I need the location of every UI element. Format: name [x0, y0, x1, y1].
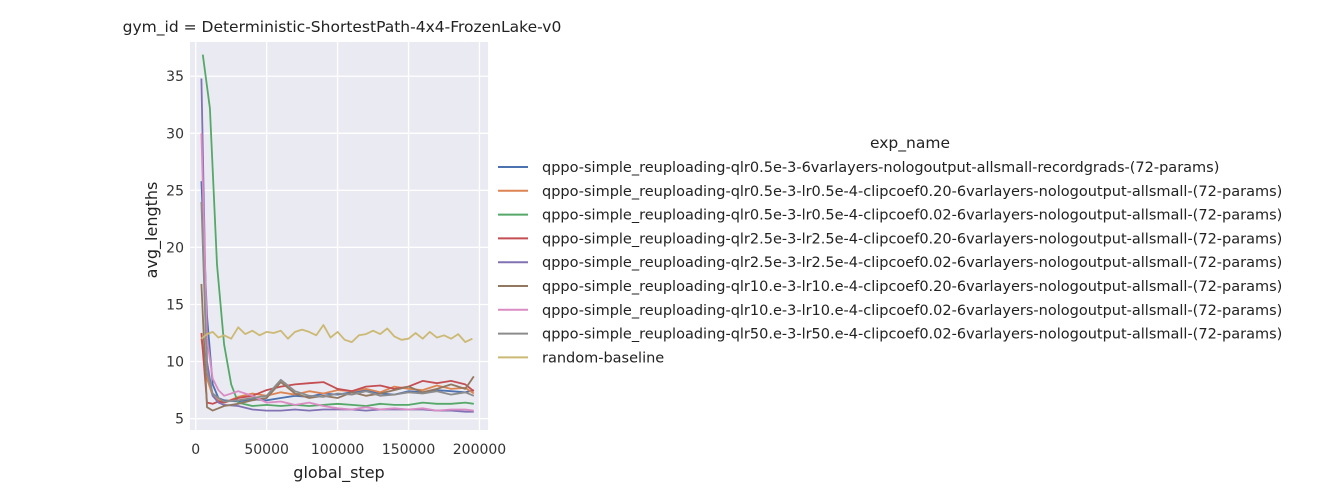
series-line-9	[200, 324, 473, 344]
series-line-4	[200, 332, 475, 405]
legend-label-9: random-baseline	[542, 350, 664, 366]
series-line-7	[200, 133, 474, 412]
x-tick-label: 50000	[244, 442, 289, 458]
y-axis-ticks: 5 10 15 20 25 30 35	[166, 69, 184, 427]
y-tick-label: 35	[166, 69, 184, 85]
x-axis-ticks: 0 50000 100000 150000 200000	[191, 442, 506, 458]
legend-label-2: qppo-simple_reuploading-qlr0.5e-3-lr0.5e…	[542, 184, 1282, 200]
x-tick-label: 0	[191, 442, 200, 458]
legend-title: exp_name	[870, 134, 950, 153]
x-axis-label: global_step	[293, 463, 384, 483]
x-tick-label: 100000	[311, 442, 364, 458]
series-lines	[200, 54, 475, 413]
x-tick-label: 200000	[453, 442, 506, 458]
series-line-6	[200, 283, 475, 412]
y-tick-label: 20	[166, 240, 184, 256]
legend-label-1: qppo-simple_reuploading-qlr0.5e-3-6varla…	[542, 160, 1219, 176]
legend-label-7: qppo-simple_reuploading-qlr10.e-3-lr10.e…	[542, 303, 1282, 319]
legend-label-6: qppo-simple_reuploading-qlr10.e-3-lr10.e…	[542, 279, 1282, 295]
legend-label-5: qppo-simple_reuploading-qlr2.5e-3-lr2.5e…	[542, 255, 1282, 271]
y-axis-label: avg_lengths	[142, 182, 162, 279]
series-line-3	[201, 54, 474, 407]
y-tick-label: 5	[175, 412, 184, 428]
y-tick-label: 30	[166, 126, 184, 142]
y-tick-label: 25	[166, 183, 184, 199]
y-tick-label: 15	[166, 297, 184, 313]
legend: exp_name qppo-simple_reuploading-qlr0.5e…	[498, 134, 1282, 366]
legend-label-4: qppo-simple_reuploading-qlr2.5e-3-lr2.5e…	[542, 231, 1282, 247]
y-tick-label: 10	[166, 355, 184, 371]
legend-label-3: qppo-simple_reuploading-qlr0.5e-3-lr0.5e…	[542, 208, 1282, 224]
legend-label-8: qppo-simple_reuploading-qlr50.e-3-lr50.e…	[542, 327, 1282, 343]
grid-lines	[190, 42, 488, 430]
plot-area	[190, 42, 488, 430]
series-line-8	[200, 201, 475, 403]
chart-title: gym_id = Deterministic-ShortestPath-4x4-…	[123, 18, 562, 37]
x-tick-label: 150000	[382, 442, 435, 458]
